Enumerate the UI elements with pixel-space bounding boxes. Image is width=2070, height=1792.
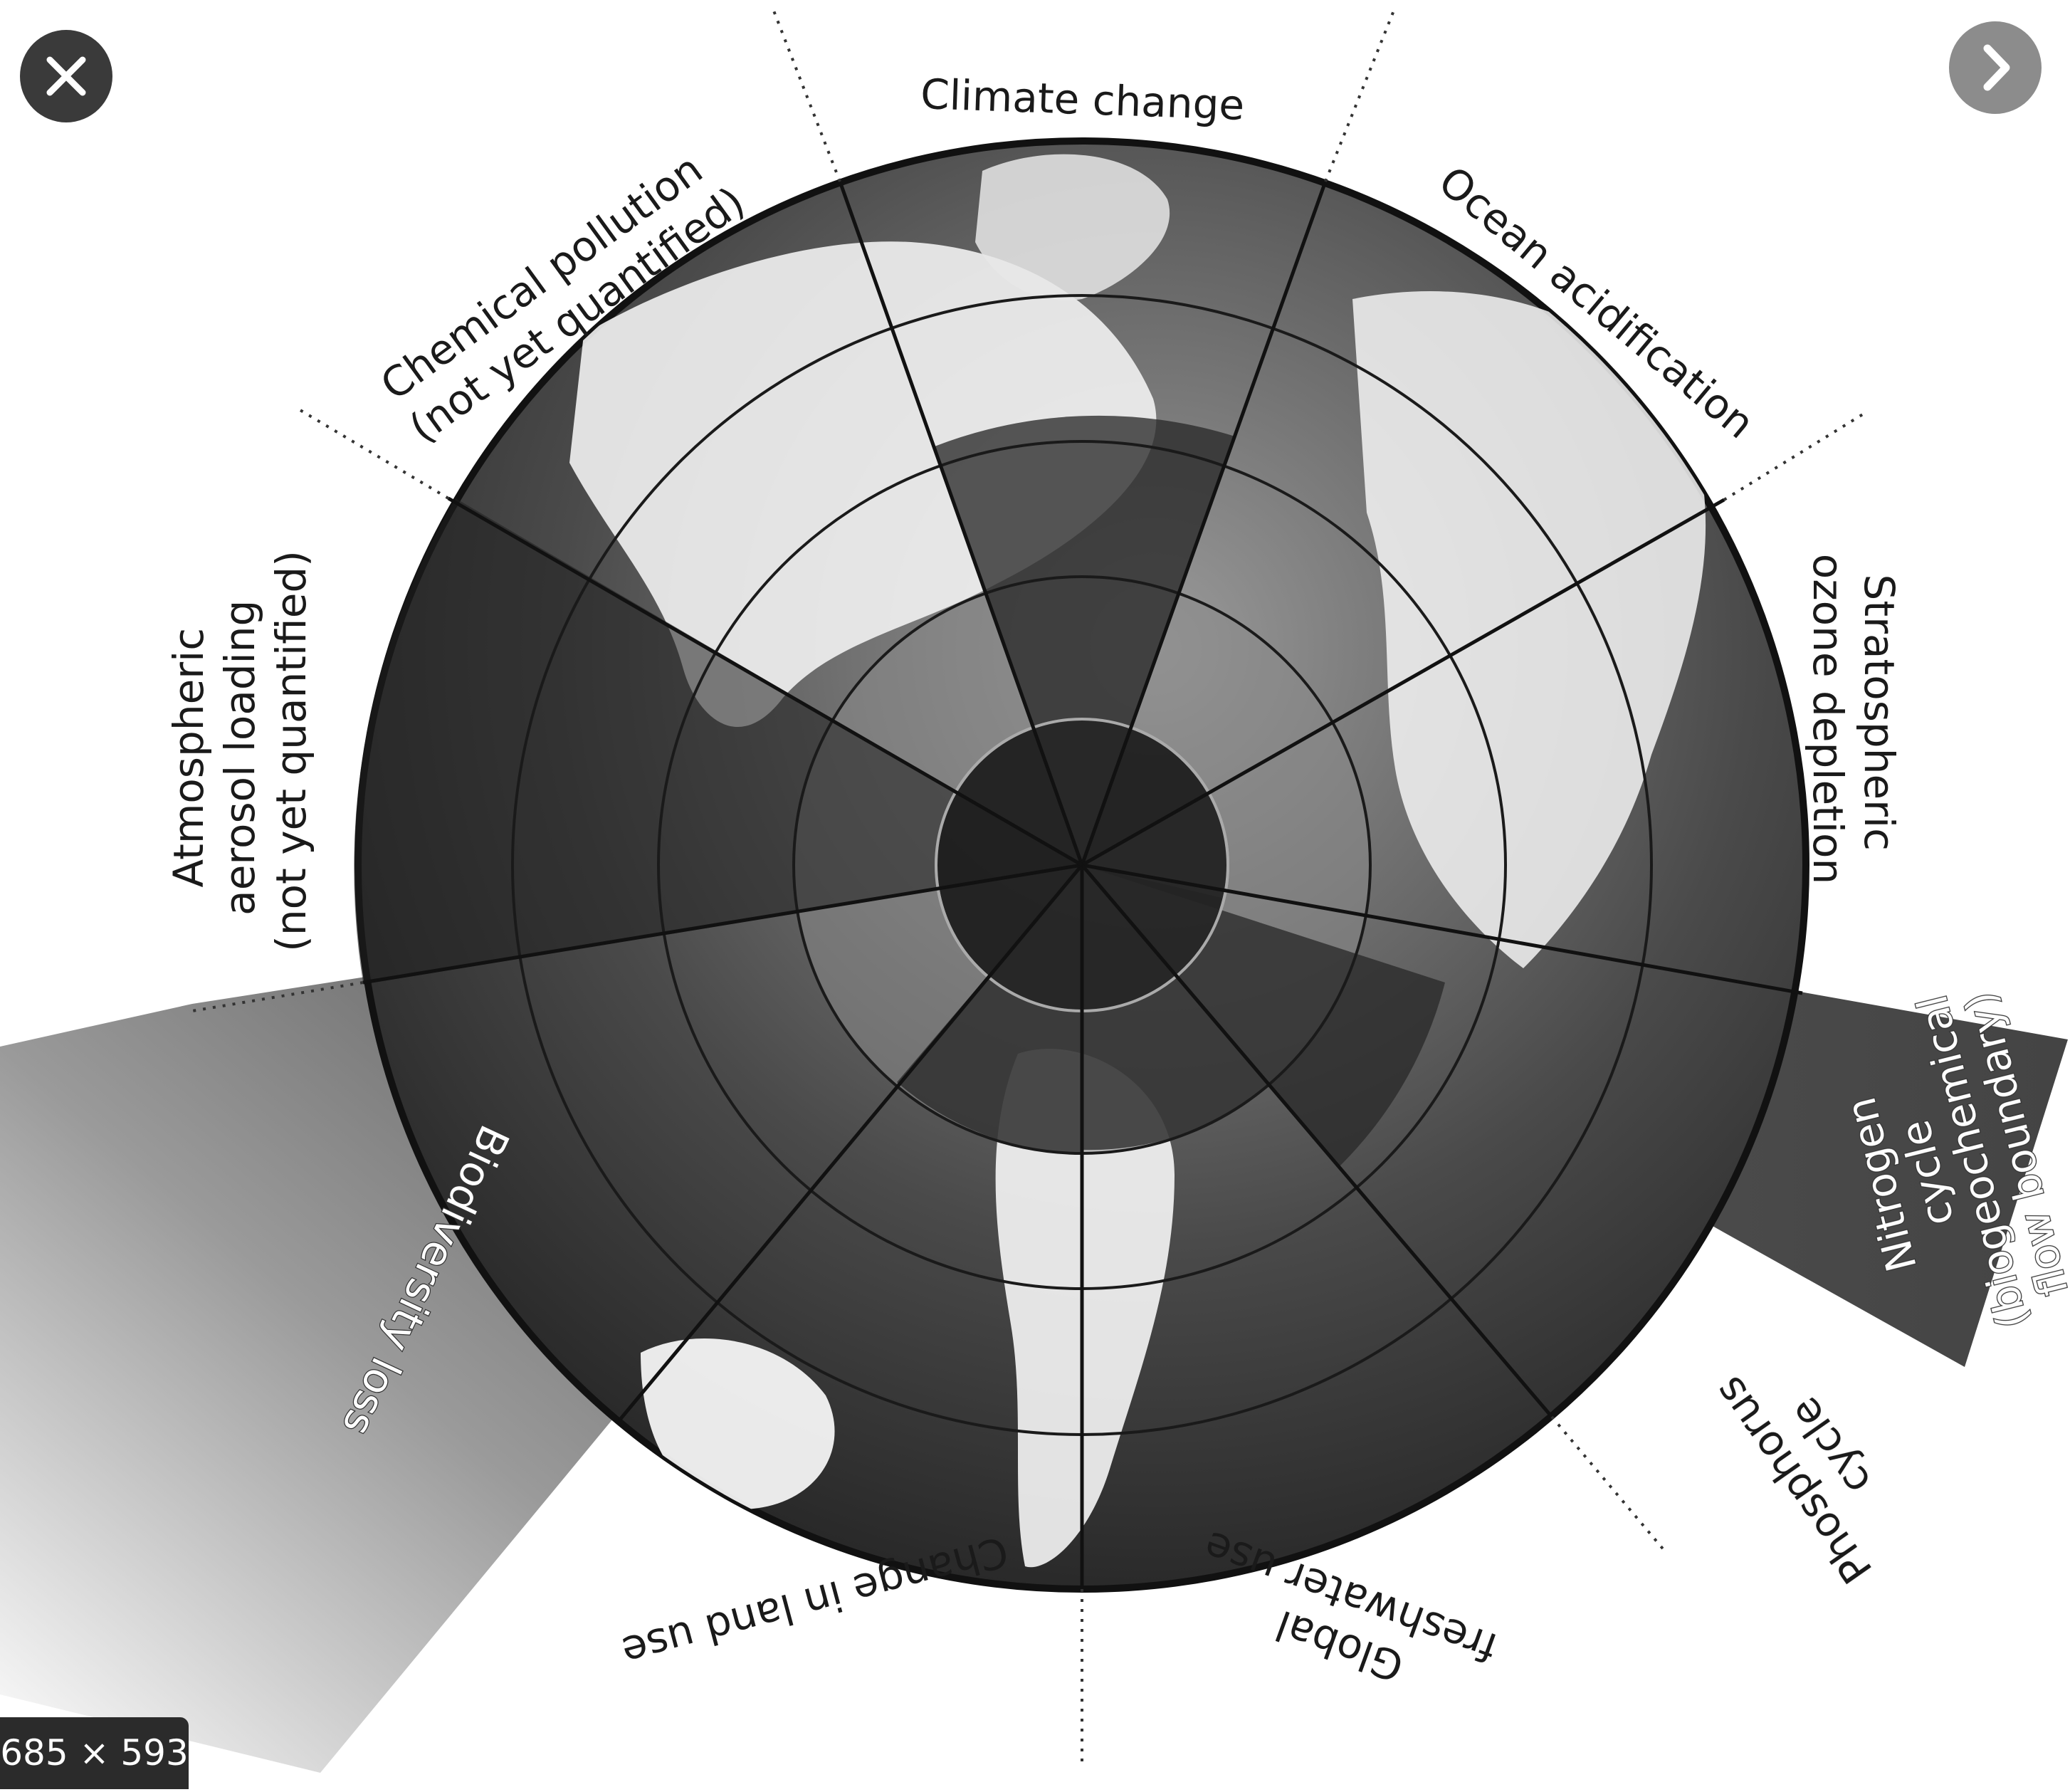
close-button[interactable]: [20, 30, 112, 122]
climate-status-wedge: [935, 415, 1235, 865]
next-image-button[interactable]: [1949, 21, 2042, 114]
greenland-land: [975, 154, 1170, 300]
segment-dividers: [362, 181, 1803, 1589]
continents: [569, 154, 1706, 1568]
close-icon: [46, 56, 86, 96]
label-climate-change: Climate change: [920, 70, 1245, 130]
south-america-land: [995, 1049, 1175, 1568]
landuse-status-wedge: [897, 865, 1082, 1153]
europe-africa-land: [1352, 291, 1706, 969]
dotted-dividers: [191, 6, 1866, 1766]
image-dimensions-badge: 685 × 593: [0, 1717, 189, 1789]
aerosol-shade-wedge: [354, 498, 1082, 983]
label-aerosol-loading: Atmospheric aerosol loading (not yet qua…: [164, 550, 315, 952]
chevron-right-icon: [1983, 44, 2010, 91]
west-land: [641, 1338, 835, 1509]
label-ozone-depletion: Stratospheric ozone depletion: [1804, 554, 1903, 885]
label-land-use: Change in land use: [617, 1526, 1014, 1676]
label-freshwater-use: Global freshwater use: [1181, 1521, 1503, 1719]
label-phosphorus-cycle: Phosphorus cycle: [1697, 1329, 1923, 1593]
phosphorus-status-wedge: [1082, 865, 1445, 1168]
status-wedges: [354, 415, 1445, 1168]
freshwater-status-wedge: [1082, 865, 1274, 1151]
north-america-land: [569, 241, 1157, 727]
